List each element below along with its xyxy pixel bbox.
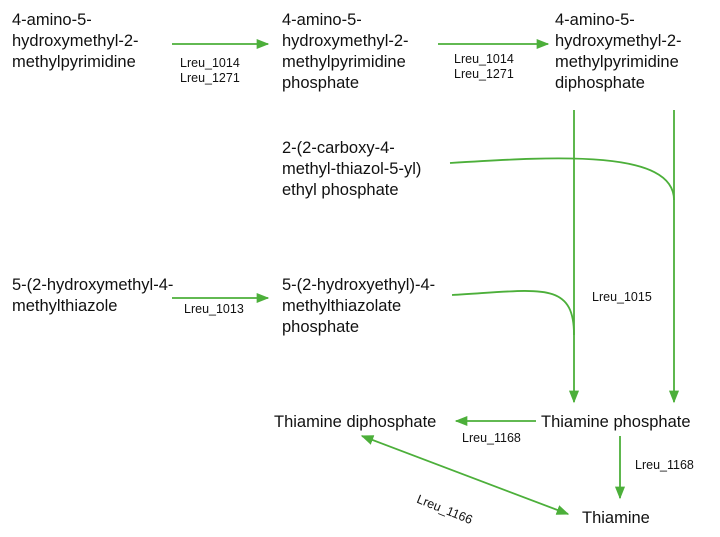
curve-thz-p-merge (451, 290, 575, 336)
node-thiamine-phosphate: Thiamine phosphate (541, 413, 691, 431)
node-thz-phosphate: 5-(2-hydroxyethyl)-4- methylthiazolate p… (282, 276, 436, 336)
enzyme-label-2: Lreu_1014 Lreu_1271 (454, 52, 514, 81)
enzyme-label-6: Lreu_1168 (635, 458, 694, 472)
node-thiamine: Thiamine (582, 509, 650, 527)
node-thiamine-diphosphate: Thiamine diphosphate (274, 413, 437, 431)
curve-cthz-p-merge (449, 157, 675, 201)
enzyme-label-4: Lreu_1015 (592, 290, 652, 304)
node-hmp-diphosphate: 4-amino-5- hydroxymethyl-2- methylpyrimi… (555, 11, 682, 92)
enzyme-label-3: Lreu_1013 (184, 302, 244, 316)
node-cthz-phosphate: 2-(2-carboxy-4- methyl-thiazol-5-yl) eth… (282, 139, 422, 199)
node-thz: 5-(2-hydroxymethyl-4- methylthiazole (12, 276, 174, 315)
enzyme-label-1: Lreu_1014 Lreu_1271 (180, 56, 240, 85)
node-hmp-phosphate: 4-amino-5- hydroxymethyl-2- methylpyrimi… (282, 11, 409, 92)
enzyme-label-5: Lreu_1168 (462, 431, 521, 445)
arrow-thiamine-to-tpp (360, 435, 570, 515)
node-hmp: 4-amino-5- hydroxymethyl-2- methylpyrimi… (12, 11, 139, 71)
